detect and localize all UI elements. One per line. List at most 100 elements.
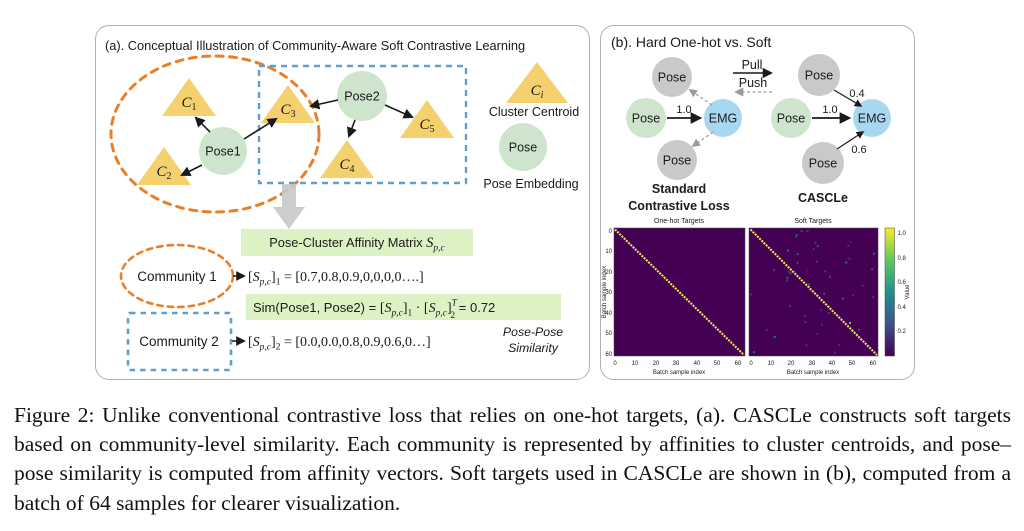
heatmap1-title: One-hot Targets	[654, 218, 705, 225]
soft-target-dot	[812, 248, 815, 251]
triangle-icon	[137, 147, 191, 185]
soft-target-dot	[796, 261, 799, 264]
cascle-group: Pose Pose EMG Pose 1.0 0.4 0.6 CASCLe	[771, 54, 891, 205]
y-tick-label: 30	[605, 290, 612, 296]
heatmap1-diagonal	[614, 228, 745, 356]
soft-target-dot	[795, 235, 797, 238]
soft-target-dot	[861, 284, 864, 287]
legend-centroid-caption: Cluster Centroid	[489, 105, 579, 119]
soft-target-dot	[800, 230, 803, 233]
soft-target-dot	[845, 261, 848, 264]
standard-emg-label: EMG	[709, 112, 737, 126]
cascle-caption: CASCLe	[798, 191, 848, 205]
centroid-c3: C3	[261, 85, 315, 123]
soft-target-dot	[807, 283, 810, 286]
soft-target-dot	[786, 276, 789, 279]
y-tick-label: 10	[605, 249, 612, 255]
community1-label: Community 1	[137, 269, 217, 284]
x-tick-label: 50	[849, 361, 856, 367]
soft-target-dot	[834, 351, 837, 354]
centroid-c2-label: C2	[156, 164, 171, 182]
centroid-c4: C4	[320, 140, 374, 178]
soft-target-dot	[849, 322, 851, 324]
soft-target-dot	[795, 234, 798, 236]
colorbar: 1.0 0.8 0.6 0.4 0.2 Value	[884, 227, 911, 357]
legend-pose-label: Pose	[509, 141, 538, 155]
soft-target-dot	[820, 323, 823, 326]
soft-target-dots	[750, 230, 876, 354]
standard-push-arrow-top	[688, 89, 713, 106]
centroid-c1: C1	[162, 78, 216, 116]
soft-target-dot	[804, 320, 807, 323]
pose-pose-caption-line2: Similarity	[508, 341, 559, 355]
soft-target-dot	[872, 253, 875, 256]
colorbar-tick-label: 0.4	[898, 305, 907, 311]
heatmap2-title: Soft Targets	[794, 218, 832, 225]
soft-target-dot	[766, 328, 768, 331]
legend-cluster-centroid: Ci Cluster Centroid	[489, 62, 579, 119]
triangle-icon	[400, 100, 454, 138]
panel-a-canvas: (a). Conceptual Illustration of Communit…	[105, 38, 579, 372]
soft-target-dot	[871, 268, 874, 271]
soft-target-dot	[786, 279, 789, 282]
emg-circle-icon	[704, 99, 742, 137]
triangle-icon	[506, 62, 568, 103]
soft-target-dot	[847, 244, 850, 247]
colorbar-tick-label: 1.0	[898, 231, 907, 237]
figure-caption: Figure 2: Unlike conventional contrastiv…	[14, 403, 1011, 515]
colorbar-label: Value	[905, 284, 911, 300]
cascle-anchor-pose-label: Pose	[777, 112, 806, 126]
community1-region-ellipse	[109, 54, 321, 214]
soft-target-dot	[842, 297, 844, 300]
arrow-pose2-c3	[308, 99, 339, 110]
soft-target-dot	[796, 253, 799, 255]
affinity-row-1: [Sp,c]1 = [0.7,0.8,0.9,0,0,0,0….]	[248, 270, 424, 288]
pose1-label: Pose1	[205, 145, 240, 159]
x-tick-label: 40	[829, 361, 836, 367]
x-tick-label: 50	[714, 361, 721, 367]
y-tick-label: 0	[609, 229, 613, 235]
pose2-node: Pose2	[337, 71, 387, 121]
centroid-c1-label: C1	[181, 95, 196, 113]
x-tick-label: 40	[694, 361, 701, 367]
soft-target-dot	[773, 268, 776, 271]
cascle-weight-top-label: 0.4	[849, 88, 864, 100]
soft-target-dot	[788, 304, 791, 307]
legend-pose-caption: Pose Embedding	[483, 177, 578, 191]
heatmap1-ylabel: Batch sample index	[602, 266, 608, 318]
panel-b-title: (b). Hard One-hot vs. Soft	[611, 34, 771, 50]
soft-target-dot	[824, 270, 826, 273]
triangle-icon	[261, 85, 315, 123]
panel-b-canvas: (b). Hard One-hot vs. Soft Pull Push Pos…	[602, 34, 911, 376]
soft-target-dot	[823, 292, 825, 295]
heatmap1-xlabel: Batch sample index	[653, 370, 705, 376]
pose-circle-icon	[199, 127, 247, 175]
x-tick-label: 10	[632, 361, 639, 367]
push-label: Push	[739, 76, 768, 90]
pull-label: Pull	[742, 58, 763, 72]
pose-gray-circle-icon	[798, 54, 840, 96]
cascle-top-pose-label: Pose	[805, 69, 834, 83]
colorbar-tick-label: 0.2	[898, 329, 907, 335]
x-tick-label: 30	[809, 361, 816, 367]
affinity-title-highlight	[241, 229, 473, 256]
soft-target-dot	[788, 271, 790, 274]
soft-target-dot	[750, 293, 752, 296]
heatmap2-xlabel: Batch sample index	[787, 370, 839, 376]
panel-a: (a). Conceptual Illustration of Communit…	[95, 25, 590, 380]
soft-target-dot	[816, 332, 819, 335]
colorbar-tick-label: 0.8	[898, 256, 907, 262]
soft-target-dot	[820, 309, 823, 312]
legend-pose-embedding: Pose Pose Embedding	[483, 123, 579, 191]
arrow-pose1-c2	[180, 164, 203, 176]
affinity-row-2: [Sp,c]2 = [0.0,0.0,0.8,0.9,0.6,0…]	[248, 335, 431, 353]
pose1-node: Pose1	[199, 127, 247, 175]
soft-target-dot	[773, 336, 776, 338]
similarity-highlight	[246, 294, 561, 320]
x-tick-label: 0	[613, 361, 617, 367]
standard-weight-label: 1.0	[676, 104, 691, 116]
standard-group: Pose Pose EMG Pose 1.0 Standard Contrast…	[626, 57, 742, 213]
cascle-bottom-arrow	[836, 131, 865, 150]
soft-target-dot	[829, 275, 831, 278]
soft-target-dot	[814, 241, 817, 244]
